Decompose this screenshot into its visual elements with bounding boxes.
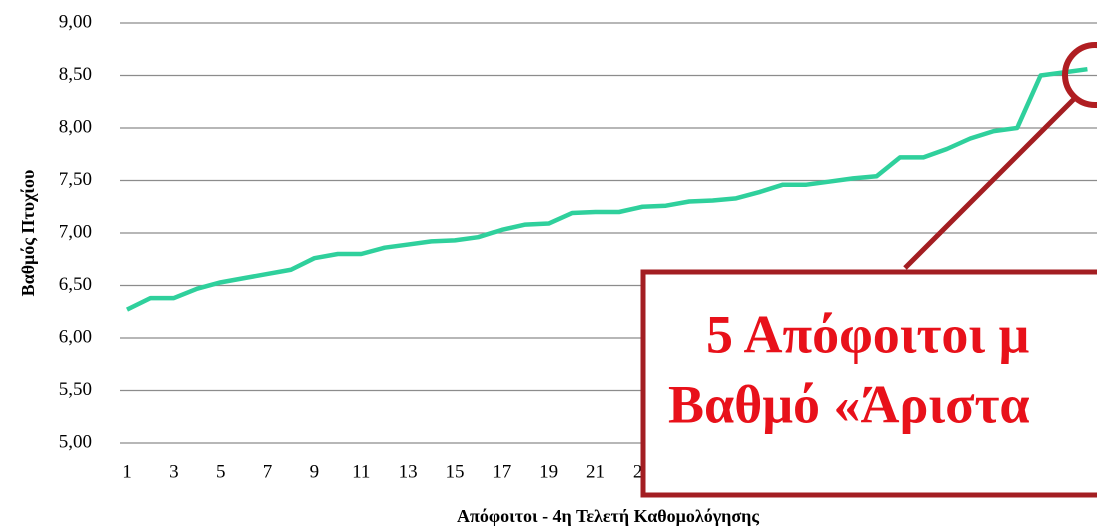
y-axis-title: Βαθμός Πτυχίου: [18, 170, 38, 297]
x-tick-label: 3: [169, 461, 179, 482]
y-tick-label: 6,00: [59, 326, 92, 347]
x-tick-label: 11: [352, 461, 370, 482]
annotation-text: 5 Απόφοιτοι μ: [706, 304, 1029, 364]
annotation-box: [640, 269, 1097, 498]
x-tick-label: 9: [310, 461, 320, 482]
y-tick-label: 5,00: [59, 431, 92, 452]
data-line: [126, 66, 1088, 312]
y-tick-label: 7,50: [59, 169, 92, 190]
y-tick-label: 9,00: [59, 11, 92, 32]
x-tick-label: 17: [492, 461, 511, 482]
y-tick-label: 8,50: [59, 64, 92, 85]
x-tick-label: 21: [586, 461, 605, 482]
x-tick-label: 1: [122, 461, 132, 482]
y-tick-label: 7,00: [59, 221, 92, 242]
y-tick-label: 8,00: [59, 116, 92, 137]
annotation-text: Βαθμό «Άριστα: [668, 374, 1030, 434]
annotation-arrow: [903, 96, 1077, 270]
x-tick-label: 15: [445, 461, 464, 482]
x-tick-label: 5: [216, 461, 226, 482]
x-axis-title: Απόφοιτοι - 4η Τελετή Καθομολόγησης: [457, 506, 759, 526]
x-tick-label: 13: [399, 461, 418, 482]
x-tick-label: 19: [539, 461, 558, 482]
x-tick-label: 7: [263, 461, 273, 482]
y-tick-label: 5,50: [59, 379, 92, 400]
highlight-circle: [1062, 42, 1097, 108]
y-tick-label: 6,50: [59, 274, 92, 295]
annotation: 5 Απόφοιτοι μ Βαθμό «Άριστα: [640, 42, 1097, 498]
